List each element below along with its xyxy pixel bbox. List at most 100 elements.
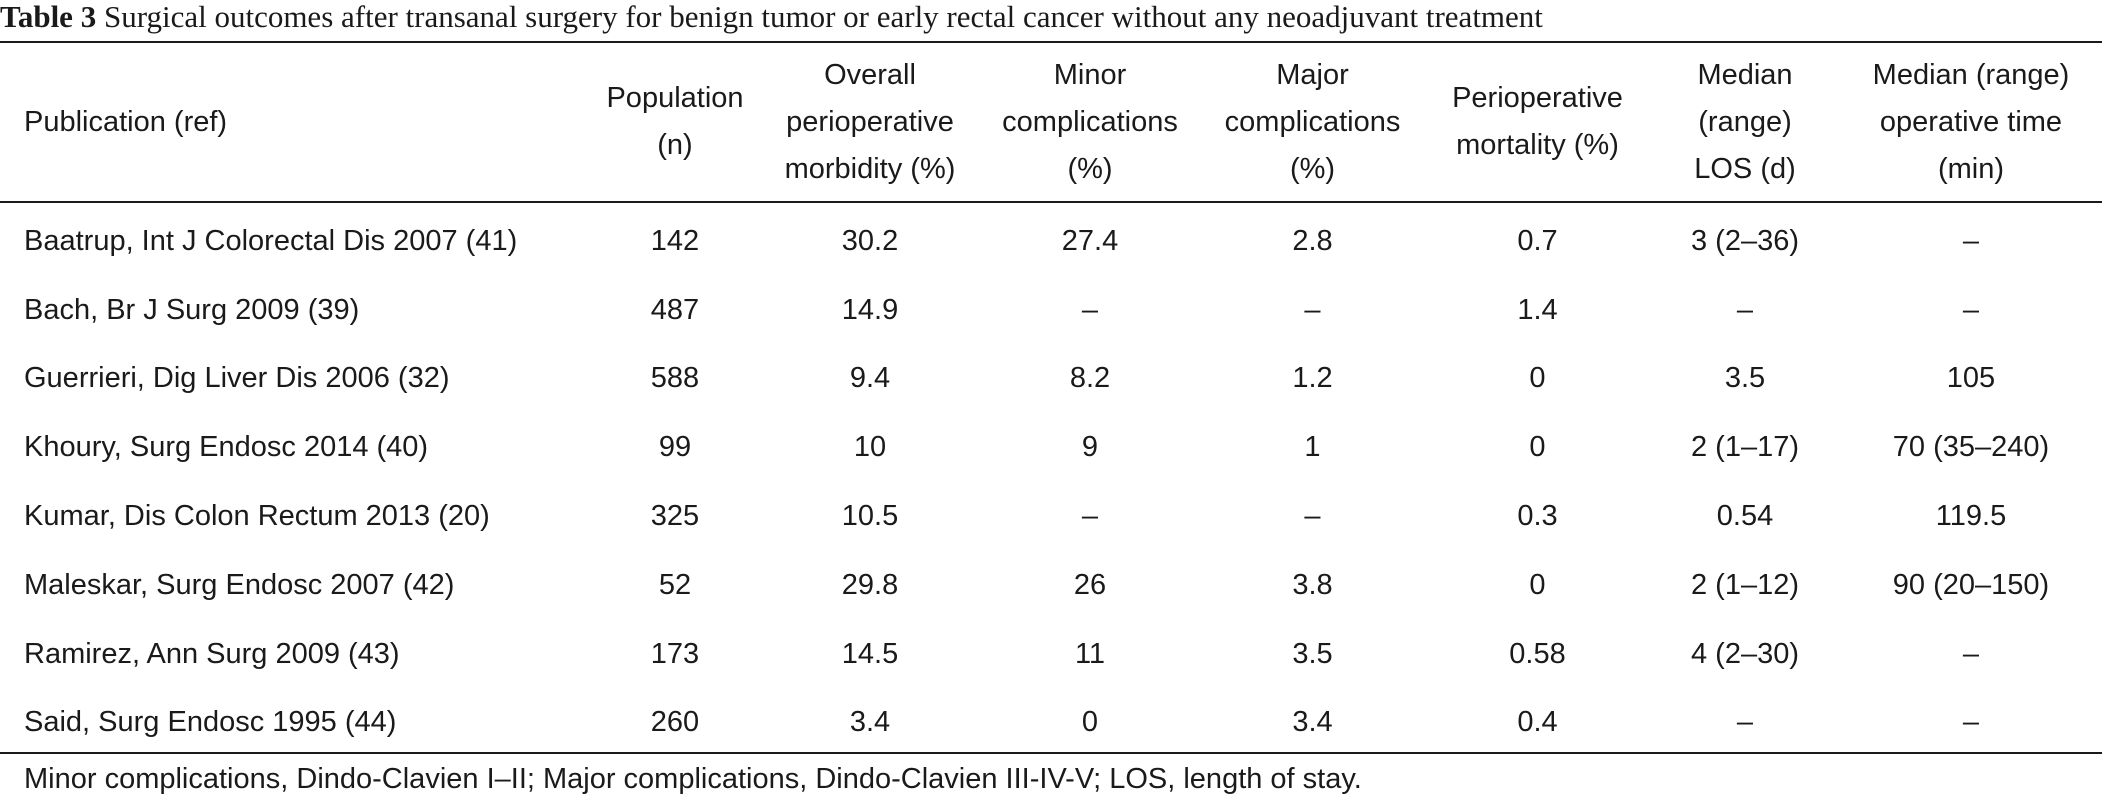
cell-population: 260 — [650, 706, 700, 739]
table-row: Ramirez, Ann Surg 2009 (43) 173 14.5 11 3.5 0… — [0, 620, 2102, 689]
cell-minor-complications: 26 — [1073, 568, 1107, 601]
cell-publication: Guerrieri, Dig Liver Dis 2006 (32) — [24, 362, 450, 395]
cell-population: 487 — [650, 293, 700, 326]
col-header-line: perioperative — [786, 105, 954, 138]
cell-overall-morbidity: 14.5 — [841, 637, 899, 670]
col-header-line: Median — [1697, 58, 1793, 91]
cell-operative-time: 70 (35–240) — [1892, 431, 2050, 464]
col-header-line: morbidity (%) — [784, 152, 956, 185]
cell-median-los: 3.5 — [1724, 362, 1766, 395]
cell-operative-time: – — [1962, 706, 1980, 739]
cell-operative-time: 119.5 — [1935, 500, 2007, 533]
col-header-line: LOS (d) — [1694, 152, 1796, 185]
cell-population: 142 — [650, 224, 700, 257]
col-header-operative-time: Median (range) operative time (min) — [1840, 43, 2102, 201]
table-row: Khoury, Surg Endosc 2014 (40) 99 10 9 1 0 2 (1… — [0, 413, 2102, 482]
cell-publication: Maleskar, Surg Endosc 2007 (42) — [24, 568, 455, 601]
cell-perioperative-mortality: 0.58 — [1509, 637, 1566, 670]
col-header-line: Perioperative — [1452, 82, 1623, 114]
col-header-line: Minor — [1053, 58, 1127, 91]
col-header-line: complications — [1224, 105, 1401, 138]
cell-overall-morbidity: 10.5 — [841, 500, 899, 533]
cell-population: 173 — [650, 637, 700, 670]
col-header-population: Population (n) — [590, 43, 760, 201]
col-header-line: Publication (ref) — [24, 105, 228, 138]
cell-publication: Said, Surg Endosc 1995 (44) — [24, 706, 397, 739]
cell-perioperative-mortality: 0 — [1529, 362, 1546, 395]
cell-perioperative-mortality: 0.7 — [1517, 224, 1558, 257]
cell-minor-complications: – — [1081, 293, 1099, 326]
cell-perioperative-mortality: 0.3 — [1517, 500, 1558, 533]
cell-median-los: 2 (1–12) — [1690, 568, 1799, 601]
cell-overall-morbidity: 9.4 — [849, 362, 891, 395]
cell-population: 52 — [658, 568, 692, 601]
cell-publication: Kumar, Dis Colon Rectum 2013 (20) — [24, 500, 490, 533]
cell-population: 325 — [650, 500, 700, 533]
cell-major-complications: – — [1304, 500, 1321, 533]
col-header-line: mortality (%) — [1456, 129, 1619, 161]
col-header-perioperative-mortality: Perioperative mortality (%) — [1425, 43, 1650, 201]
cell-perioperative-mortality: 1.4 — [1517, 293, 1558, 326]
cell-minor-complications: 9 — [1081, 431, 1099, 464]
col-header-line: (%) — [1067, 152, 1113, 185]
cell-median-los: 3 (2–36) — [1690, 224, 1799, 257]
cell-operative-time: – — [1962, 637, 1980, 670]
cell-population: 99 — [658, 431, 692, 464]
cell-minor-complications: 27.4 — [1061, 224, 1119, 257]
col-header-major-complications: Major complications (%) — [1200, 43, 1425, 201]
cell-publication: Khoury, Surg Endosc 2014 (40) — [24, 431, 429, 464]
cell-operative-time: 90 (20–150) — [1892, 568, 2050, 601]
table-row: Bach, Br J Surg 2009 (39) 487 14.9 – – 1.4 – – — [0, 276, 2102, 345]
cell-median-los: – — [1736, 293, 1754, 326]
cell-median-los: – — [1736, 706, 1754, 739]
cell-publication: Ramirez, Ann Surg 2009 (43) — [24, 637, 400, 670]
cell-median-los: 4 (2–30) — [1690, 637, 1799, 670]
col-header-line: (min) — [1937, 152, 2005, 185]
cell-major-complications: 2.8 — [1292, 224, 1333, 257]
col-header-line: (range) — [1698, 105, 1792, 138]
cell-overall-morbidity: 3.4 — [849, 706, 891, 739]
cell-median-los: 2 (1–17) — [1690, 431, 1799, 464]
col-header-line: Median (range) — [1872, 58, 2070, 91]
col-header-line: (n) — [657, 129, 693, 161]
cell-major-complications: 1 — [1304, 431, 1321, 464]
col-header-line: operative time — [1879, 105, 2063, 138]
cell-perioperative-mortality: 0.4 — [1517, 706, 1558, 739]
cell-population: 588 — [650, 362, 700, 395]
cell-publication: Bach, Br J Surg 2009 (39) — [24, 293, 360, 326]
top-rule — [0, 41, 2102, 43]
col-header-minor-complications: Minor complications (%) — [980, 43, 1200, 201]
col-header-line: complications — [1002, 105, 1178, 138]
col-header-line: Overall — [824, 58, 916, 91]
table-row: Said, Surg Endosc 1995 (44) 260 3.4 0 3.4 0.4… — [0, 689, 2102, 758]
cell-major-complications: 3.5 — [1292, 637, 1333, 670]
cell-minor-complications: 11 — [1074, 637, 1106, 670]
table-number: Table 3 — [0, 0, 97, 34]
table-row: Kumar, Dis Colon Rectum 2013 (20) 325 10.5… — [0, 482, 2102, 551]
cell-minor-complications: 8.2 — [1069, 362, 1111, 395]
cell-operative-time: – — [1962, 293, 1980, 326]
cell-overall-morbidity: 29.8 — [841, 568, 899, 601]
bottom-rule — [0, 752, 2102, 754]
cell-operative-time: – — [1962, 224, 1980, 257]
cell-operative-time: 105 — [1946, 362, 1996, 395]
col-header-line: Major — [1276, 58, 1349, 91]
table-title: Surgical outcomes after transanal surger… — [103, 0, 1543, 34]
col-header-publication: Publication (ref) — [0, 43, 590, 201]
cell-perioperative-mortality: 0 — [1529, 431, 1546, 464]
cell-publication: Baatrup, Int J Colorectal Dis 2007 (41) — [24, 224, 518, 257]
cell-overall-morbidity: 10 — [853, 431, 887, 464]
col-header-median-los: Median (range) LOS (d) — [1650, 43, 1840, 201]
header-rule — [0, 201, 2102, 203]
table-footnote: Minor complications, Dindo-Clavien I–II;… — [24, 763, 1362, 795]
cell-major-complications: 1.2 — [1292, 362, 1333, 395]
table-body: Baatrup, Int J Colorectal Dis 2007 (41) 1… — [0, 201, 2102, 757]
table-row: Guerrieri, Dig Liver Dis 2006 (32) 588 9.4… — [0, 345, 2102, 414]
table-caption: Table 3 Surgical outcomes after transana… — [0, 0, 1543, 38]
table-row: Baatrup, Int J Colorectal Dis 2007 (41) 1… — [0, 201, 2102, 276]
cell-overall-morbidity: 30.2 — [841, 224, 899, 257]
cell-median-los: 0.54 — [1716, 500, 1774, 533]
cell-major-complications: 3.4 — [1292, 706, 1333, 739]
cell-major-complications: 3.8 — [1292, 568, 1333, 601]
cell-minor-complications: – — [1081, 500, 1099, 533]
